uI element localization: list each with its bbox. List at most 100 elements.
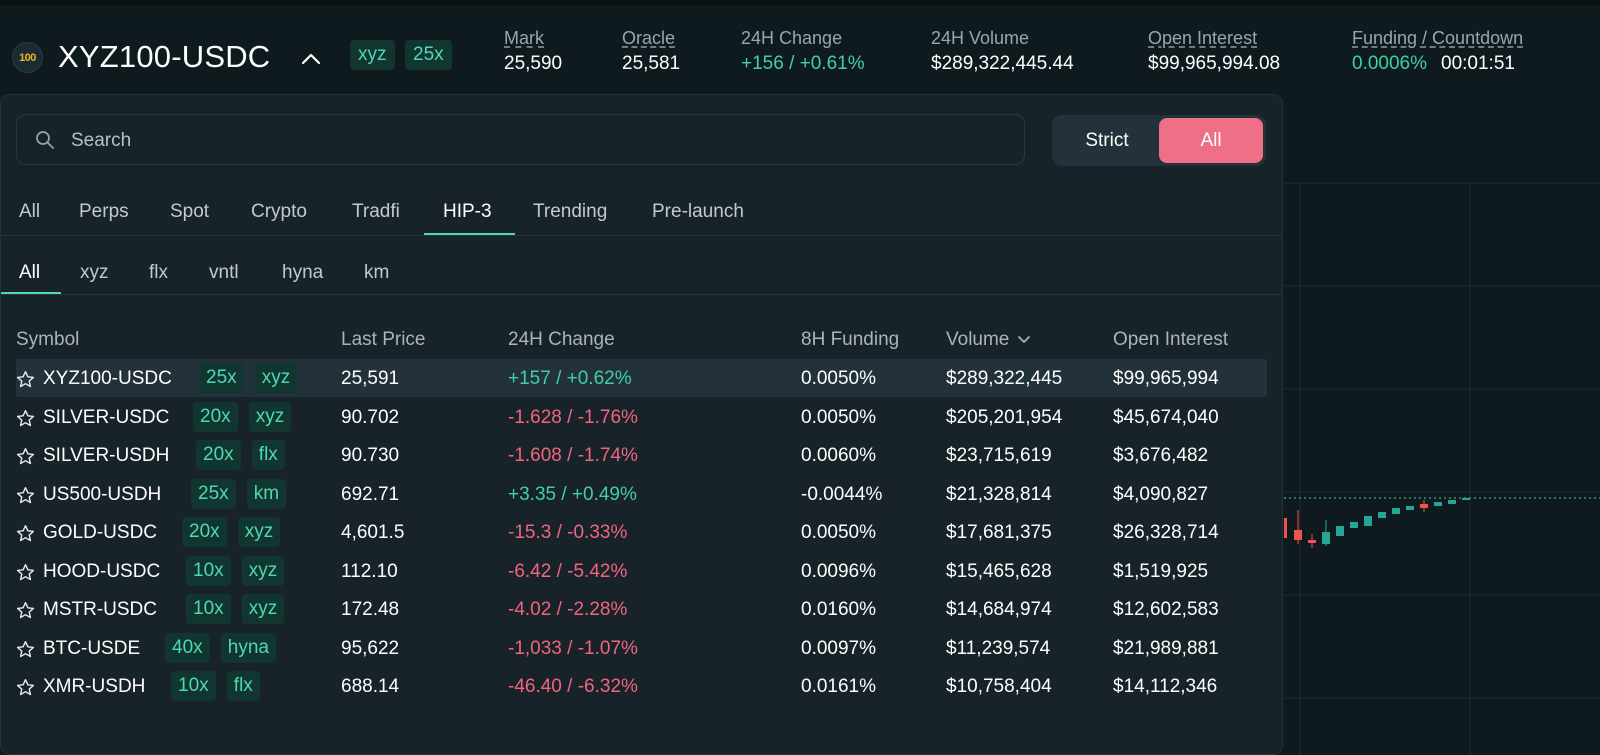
- tab-hip3[interactable]: HIP-3: [443, 201, 492, 222]
- table-row[interactable]: XMR-USDH 10x flx 688.14 -46.40 / -6.32% 0.016…: [16, 667, 1267, 705]
- oi-value: $1,519,925: [1113, 560, 1209, 582]
- dex-tag: xyz: [237, 517, 281, 547]
- stat-label: 24H Volume: [931, 28, 1030, 48]
- table-row[interactable]: XYZ100-USDC 25x xyz 25,591 +157 / +0.62% 0.00…: [16, 359, 1267, 397]
- market-header: 100 XYZ100-USDC xyz 25x Mark 25,590 Orac…: [0, 6, 1600, 104]
- col-8h-funding[interactable]: 8H Funding: [801, 329, 900, 350]
- dex-tab-hyna[interactable]: hyna: [282, 262, 324, 283]
- dex-tag: flx: [251, 440, 285, 470]
- leverage-tag: 20x: [196, 440, 241, 470]
- toggle-strict[interactable]: Strict: [1085, 130, 1129, 151]
- dex-tag: xyz: [350, 40, 395, 70]
- tab-perps[interactable]: Perps: [79, 201, 129, 222]
- dex-tag: flx: [226, 671, 260, 701]
- table-row[interactable]: MSTR-USDC 10x xyz 172.48 -4.02 / -2.28% 0.016…: [16, 590, 1267, 628]
- symbol-name: XYZ100-USDC: [43, 368, 172, 389]
- tab-spot[interactable]: Spot: [170, 201, 210, 222]
- table-row[interactable]: US500-USDH 25x km 692.71 +3.35 / +0.49% -0.00…: [16, 475, 1267, 513]
- funding-value: 0.0161%: [801, 676, 877, 697]
- dex-tag: xyz: [248, 401, 292, 432]
- col-last-price[interactable]: Last Price: [341, 329, 426, 350]
- dex-tag: xyz: [254, 363, 298, 393]
- change-value: -6.42 / -5.42%: [508, 560, 628, 582]
- col-open-interest[interactable]: Open Interest: [1113, 329, 1229, 350]
- volume-value: $205,201,954: [946, 406, 1063, 428]
- table-row[interactable]: HOOD-USDC 10x xyz 112.10 -6.42 / -5.42% 0.009…: [16, 552, 1267, 590]
- col-24h-change[interactable]: 24H Change: [508, 329, 615, 350]
- table-row[interactable]: SILVER-USDC 20x xyz 90.702 -1.628 / -1.76% 0.…: [16, 398, 1267, 436]
- toggle-all[interactable]: All: [1159, 118, 1263, 163]
- search-box[interactable]: [16, 114, 1025, 166]
- market-selector-panel: Strict All All Perps Spot Crypto Tradfi …: [0, 94, 1283, 755]
- dex-tab-all[interactable]: All: [19, 262, 41, 283]
- dex-tab-flx[interactable]: flx: [149, 262, 168, 283]
- pair-title[interactable]: XYZ100-USDC: [58, 39, 271, 74]
- tab-trending[interactable]: Trending: [533, 201, 608, 222]
- star-icon[interactable]: [16, 447, 35, 466]
- star-icon[interactable]: [16, 524, 35, 543]
- volume-value: $17,681,375: [946, 522, 1052, 543]
- dex-tab-xyz[interactable]: xyz: [80, 262, 109, 283]
- tab-tradfi[interactable]: Tradfi: [352, 201, 400, 222]
- oi-value: $14,112,346: [1113, 676, 1218, 697]
- table-row[interactable]: GOLD-USDC 20x xyz 4,601.5 -15.3 / -0.33% 0.00…: [16, 513, 1267, 551]
- star-icon[interactable]: [16, 640, 35, 659]
- symbol-name: MSTR-USDC: [43, 599, 157, 620]
- leverage-tag: 10x: [186, 594, 231, 624]
- table-row[interactable]: SILVER-USDH 20x flx 90.730 -1.608 / -1.74% 0.…: [16, 436, 1267, 474]
- stat-label: 24H Change: [741, 28, 843, 48]
- change-value: -1.628 / -1.76%: [508, 406, 638, 428]
- col-symbol[interactable]: Symbol: [16, 329, 80, 350]
- star-icon[interactable]: [16, 370, 35, 389]
- tab-pre-launch[interactable]: Pre-launch: [652, 201, 744, 222]
- symbol-name: SILVER-USDC: [43, 406, 170, 428]
- last-price: 25,591: [341, 368, 400, 389]
- funding-countdown: 00:01:51: [1441, 53, 1515, 74]
- col-volume[interactable]: Volume: [946, 329, 1031, 351]
- symbol-name: HOOD-USDC: [43, 560, 161, 582]
- dex-tag: xyz: [241, 555, 285, 586]
- dex-tag: hyna: [220, 632, 276, 663]
- star-icon[interactable]: [16, 678, 35, 697]
- oi-value: $26,328,714: [1113, 522, 1219, 543]
- star-icon[interactable]: [16, 409, 35, 428]
- stat-24h-volume: 24H Volume $289,322,445.44: [931, 28, 1074, 75]
- symbol-name: XMR-USDH: [43, 676, 146, 697]
- last-price: 4,601.5: [341, 522, 405, 543]
- leverage-tag: 25x: [191, 478, 236, 509]
- star-icon[interactable]: [16, 563, 35, 582]
- funding-value: 0.0050%: [801, 406, 877, 428]
- search-input[interactable]: [69, 115, 973, 166]
- dex-tab-km[interactable]: km: [364, 262, 390, 283]
- dex-tab-vntl[interactable]: vntl: [209, 262, 239, 283]
- change-value: -4.02 / -2.28%: [508, 599, 628, 620]
- leverage-tag: 40x: [165, 632, 210, 663]
- strict-all-toggle: Strict All: [1052, 115, 1266, 166]
- star-icon[interactable]: [16, 601, 35, 620]
- leverage-tag: 25x: [405, 40, 452, 70]
- category-tabs: All Perps Spot Crypto Tradfi HIP-3 Trend…: [1, 191, 1282, 236]
- stat-open-interest: Open Interest $99,965,994.08: [1148, 28, 1280, 75]
- chevron-up-icon[interactable]: [300, 50, 322, 66]
- volume-value: $10,758,404: [946, 676, 1052, 697]
- star-icon[interactable]: [16, 486, 35, 505]
- funding-value: -0.0044%: [801, 483, 883, 505]
- stat-label[interactable]: Open Interest: [1148, 28, 1258, 48]
- tab-all[interactable]: All: [19, 201, 41, 222]
- change-value: -1.608 / -1.74%: [508, 445, 638, 466]
- table-row[interactable]: BTC-USDE 40x hyna 95,622 -1,033 / -1.07% 0.00…: [16, 629, 1267, 667]
- leverage-tag: 20x: [193, 401, 238, 432]
- dex-tag: xyz: [241, 594, 285, 624]
- leverage-tag: 20x: [182, 517, 227, 547]
- change-value: -15.3 / -0.33%: [508, 522, 628, 543]
- price-chart-background: [1284, 108, 1600, 755]
- stat-label[interactable]: Funding / Countdown: [1352, 28, 1524, 48]
- stat-label[interactable]: Mark: [504, 28, 544, 48]
- tab-crypto[interactable]: Crypto: [251, 201, 307, 222]
- oi-value: $3,676,482: [1113, 445, 1209, 466]
- window-top-strip: [0, 0, 1600, 6]
- volume-value: $14,684,974: [946, 599, 1052, 620]
- stat-label[interactable]: Oracle: [622, 28, 676, 48]
- funding-value: 0.0096%: [801, 560, 877, 582]
- dex-tabs: All xyz flx vntl hyna km: [1, 236, 1282, 295]
